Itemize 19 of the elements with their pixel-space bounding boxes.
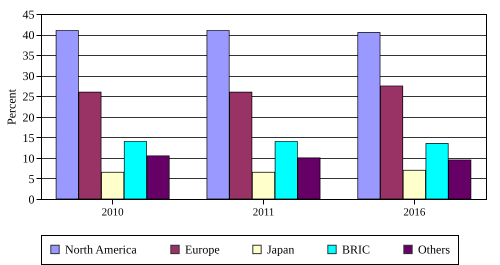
y-axis-title: Percent — [4, 88, 18, 125]
y-tick-label: 15 — [22, 130, 34, 145]
y-tick-label: 45 — [22, 8, 34, 22]
legend-label: Japan — [267, 242, 294, 256]
y-tick-label: 10 — [22, 151, 34, 166]
y-tick-label: 20 — [22, 110, 34, 124]
legend-label: Europe — [185, 242, 220, 256]
y-tick-label: 40 — [22, 28, 34, 42]
x-tick-label: 2011 — [252, 206, 274, 218]
x-tick-label: 2016 — [403, 206, 426, 218]
y-tick-label: 30 — [22, 69, 34, 84]
legend-label: North America — [65, 242, 138, 256]
y-tick-label: 35 — [22, 48, 34, 63]
x-tick-label: 2010 — [102, 206, 124, 218]
legend-label: Others — [418, 242, 450, 256]
legend-label: BRIC — [342, 242, 370, 256]
y-tick-label: 5 — [28, 172, 34, 186]
y-tick-label: 25 — [22, 90, 34, 104]
y-tick-label: 0 — [28, 192, 34, 206]
